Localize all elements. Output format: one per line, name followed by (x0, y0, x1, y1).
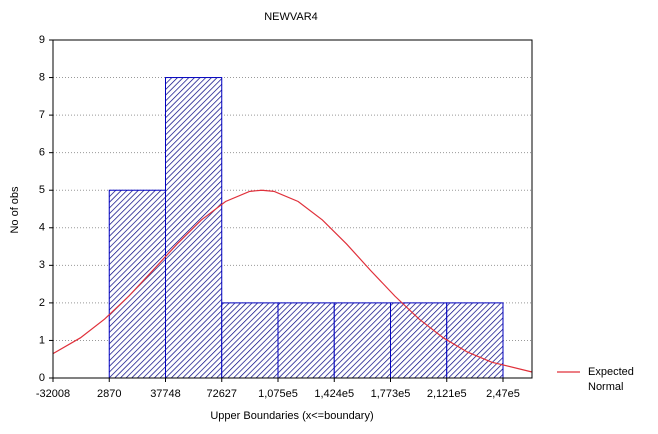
x-tick-label: 2870 (97, 388, 121, 400)
normal-curve (52, 189, 533, 373)
chart-title: NEWVAR4 (264, 11, 318, 23)
histogram-bar (333, 302, 392, 379)
legend-label: Expected Normal (588, 366, 634, 393)
x-tick-label: 1,773e5 (371, 388, 411, 400)
histogram-bar (221, 302, 279, 379)
x-axis-label: Upper Boundaries (x<=boundary) (210, 410, 373, 422)
histogram-bar (277, 302, 335, 379)
y-tick-label: 4 (39, 222, 45, 234)
y-axis-label: No of obs (9, 186, 21, 234)
histogram-bar (390, 302, 448, 379)
x-tick-label: 1,075e5 (258, 388, 298, 400)
plot-frame (52, 39, 533, 379)
y-tick-label: 9 (39, 34, 45, 46)
y-tick-label: 8 (39, 71, 45, 83)
y-tick-label: 5 (39, 184, 45, 196)
y-tick-label: 3 (39, 259, 45, 271)
x-tick-label: -32008 (36, 388, 70, 400)
y-tick-label: 2 (39, 297, 45, 309)
histogram-bar (108, 189, 166, 379)
x-tick-label: 37748 (150, 388, 181, 400)
x-tick-label: 2,47e5 (486, 388, 520, 400)
y-tick-label: 7 (39, 109, 45, 121)
x-tick-label: 1,424e5 (314, 388, 354, 400)
histogram-bar (446, 302, 504, 379)
y-tick-label: 6 (39, 147, 45, 159)
y-tick-label: 0 (39, 372, 45, 384)
x-tick-label: 2,121e5 (427, 388, 467, 400)
x-tick-label: 72627 (206, 388, 237, 400)
y-tick-label: 1 (39, 334, 45, 346)
